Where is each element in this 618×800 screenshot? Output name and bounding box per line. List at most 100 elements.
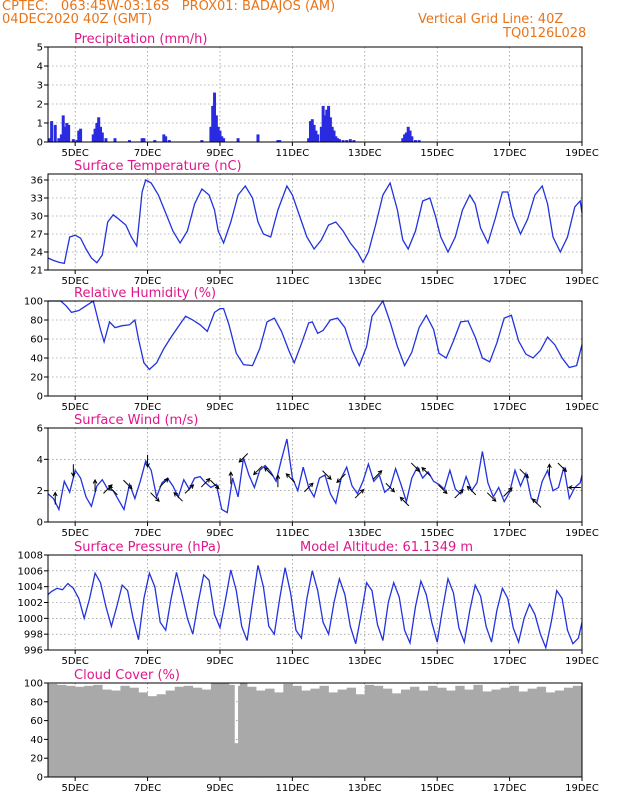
precipitation-bar: [330, 126, 334, 142]
precipitation-bar: [153, 140, 157, 142]
precipitation-bar: [63, 126, 67, 142]
precipitation-bar: [408, 130, 412, 142]
cloud-cover-bar: [536, 686, 547, 777]
wind-arrow: [454, 488, 464, 499]
wind-arrow: [108, 485, 118, 496]
precipitation-ytick-label: 4: [37, 62, 43, 73]
cloud-cover-bar: [419, 690, 429, 777]
precipitation-bar: [341, 140, 345, 142]
wind-arrow: [145, 454, 150, 468]
wind-arrow: [92, 478, 98, 492]
precipitation-bar: [314, 130, 318, 142]
temperature-ytick-label: 33: [30, 194, 43, 205]
cloud-cover-bar: [382, 688, 393, 777]
cloud-cover-bar: [174, 686, 185, 777]
precipitation-bar: [236, 138, 240, 142]
cloud-cover-bar: [75, 686, 85, 777]
cloud-cover-bar: [355, 694, 366, 777]
cloud-cover-bar: [138, 692, 148, 777]
precipitation-bar: [316, 134, 320, 142]
cloud-cover-xtick-label: 9DEC: [206, 783, 233, 794]
cloud-cover-bar: [238, 685, 241, 777]
precipitation-bar: [410, 136, 414, 142]
cloud-cover-bar: [274, 692, 284, 777]
cloud-cover-bar: [410, 686, 420, 777]
precipitation-bar: [100, 132, 104, 142]
precipitation-bar: [323, 115, 327, 142]
precipitation-bar: [57, 138, 61, 142]
wind-arrow: [209, 479, 220, 490]
cloud-cover-bar: [66, 685, 76, 777]
pressure-xtick-label: 19DEC: [565, 656, 599, 667]
cloud-cover-bar: [319, 685, 329, 777]
cloud-cover-bar: [147, 696, 157, 777]
wind-ytick-label: 0: [37, 518, 43, 529]
wind-xtick-label: 19DEC: [565, 528, 599, 539]
cloud-cover-ytick-label: 60: [30, 716, 43, 727]
precipitation-bar: [79, 128, 83, 142]
precipitation-bar: [325, 109, 329, 142]
precipitation-bar: [319, 126, 323, 142]
humidity-xtick-label: 11DEC: [276, 402, 310, 413]
precipitation-bar: [308, 121, 312, 142]
wind-arrow: [557, 462, 568, 473]
wind-arrow: [531, 498, 542, 508]
precipitation-bar: [104, 138, 108, 142]
temperature-xtick-label: 13DEC: [348, 276, 382, 287]
wind-arrow: [336, 473, 346, 484]
precipitation-bar: [164, 136, 168, 142]
temperature-ytick-label: 27: [30, 230, 43, 241]
pressure-annotation: Model Altitude: 61.1349 m: [300, 540, 473, 555]
precipitation-xtick-label: 13DEC: [348, 148, 382, 159]
cloud-cover-bar: [129, 687, 139, 777]
pressure-ytick-label: 1006: [18, 566, 43, 577]
pressure-ytick-label: 1008: [18, 551, 43, 562]
precipitation-bar: [65, 123, 69, 142]
precipitation-bar: [276, 140, 280, 142]
precipitation-bar: [336, 138, 340, 142]
wind-xtick-label: 13DEC: [348, 528, 382, 539]
wind-xtick-label: 5DEC: [61, 528, 88, 539]
cloud-cover-bar: [455, 685, 465, 777]
precipitation-xtick-label: 17DEC: [493, 148, 527, 159]
cloud-cover-xtick-label: 7DEC: [134, 783, 161, 794]
precipitation-bar: [61, 115, 65, 142]
precipitation-bar: [310, 119, 314, 142]
cloud-cover-bar: [239, 683, 248, 777]
cloud-cover-frame: [47, 682, 583, 778]
precipitation-bar: [67, 124, 71, 142]
precipitation-bar: [91, 134, 95, 142]
temperature-ytick-label: 21: [30, 266, 43, 277]
precipitation-bar: [50, 121, 54, 142]
pressure-title: Surface Pressure (hPa): [74, 540, 221, 555]
precipitation-bar: [97, 117, 101, 142]
wind-arrow: [354, 488, 365, 499]
cloud-cover-xtick-label: 19DEC: [565, 783, 599, 794]
precipitation-bar: [332, 130, 336, 142]
cloud-cover-bar: [201, 689, 212, 777]
precipitation-bar: [348, 139, 352, 142]
wind-arrow: [184, 484, 195, 494]
precipitation-bar: [321, 105, 325, 142]
header-line1: CPTEC: 063:45W-03:16S PROX01: BADAJOS (A…: [2, 0, 336, 14]
cloud-cover-bar: [554, 690, 565, 777]
pressure-ytick-label: 1000: [18, 614, 43, 625]
cloud-cover-bar: [265, 688, 275, 777]
wind-arrow: [385, 482, 396, 493]
cloud-cover-bar: [283, 683, 293, 777]
precipitation-bar: [216, 126, 220, 142]
cloud-cover-bar: [120, 685, 130, 777]
precipitation-bar: [404, 132, 408, 142]
cloud-cover-ytick-label: 100: [24, 679, 43, 690]
cloud-cover-bar: [57, 684, 67, 777]
wind-arrow: [159, 477, 169, 488]
wind-arrow: [486, 492, 497, 502]
precipitation-ytick-label: 2: [37, 100, 43, 111]
precipitation-bar: [307, 138, 311, 142]
cloud-cover-bar: [364, 684, 375, 777]
wind-arrow: [123, 479, 133, 490]
humidity-xtick-label: 15DEC: [420, 402, 454, 413]
precipitation-bar: [71, 139, 75, 142]
wind-arrow: [238, 453, 249, 463]
